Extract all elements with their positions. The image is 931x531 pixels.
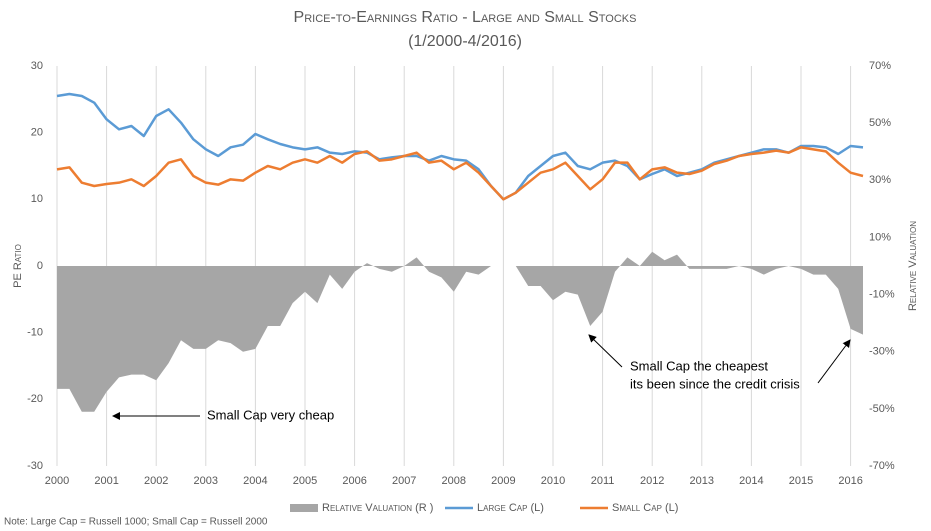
x-tick-label: 2010 <box>541 475 565 487</box>
x-tick-label: 2016 <box>838 475 862 487</box>
legend-label: Small Cap (L) <box>612 502 678 514</box>
x-tick-label: 2006 <box>342 475 366 487</box>
line <box>56 146 864 201</box>
y2-tick-label: 70% <box>869 60 891 72</box>
y2-tick-label: 50% <box>869 117 891 129</box>
annotation: Small Cap the cheapest <box>630 358 768 373</box>
annotation: its been since the credit crisis <box>630 376 800 391</box>
x-tick-label: 2007 <box>392 475 416 487</box>
x-tick-label: 2011 <box>591 475 615 487</box>
area <box>57 251 863 412</box>
legend-label: Relative Valuation (R ) <box>322 502 433 514</box>
x-tick-label: 2001 <box>94 475 118 487</box>
x-tick-label: 2003 <box>194 475 218 487</box>
chart-subtitle: (1/2000-4/2016) <box>408 33 522 50</box>
x-tick-label: 2012 <box>640 475 664 487</box>
y2-tick-label: 10% <box>869 231 891 243</box>
y2-tick-label: -70% <box>869 460 895 472</box>
y-tick-label: -30 <box>27 460 43 472</box>
y-tick-label: 20 <box>31 127 43 139</box>
arrow <box>817 339 851 384</box>
line <box>56 92 864 201</box>
x-tick-label: 2014 <box>739 475 763 487</box>
legend-label: Large Cap (L) <box>477 502 544 514</box>
x-tick-label: 2004 <box>243 475 267 487</box>
arrow <box>588 334 623 368</box>
y-tick-label: 10 <box>31 193 43 205</box>
legend-swatch <box>290 504 318 512</box>
x-tick-label: 2015 <box>789 475 813 487</box>
y-tick-label: -10 <box>27 327 43 339</box>
x-tick-label: 2005 <box>293 475 317 487</box>
y2-axis-title: Relative Valuation <box>907 221 919 311</box>
note: Note: Large Cap = Russell 1000; Small Ca… <box>4 517 268 528</box>
y2-tick-label: -30% <box>869 346 895 358</box>
x-tick-label: 2000 <box>45 475 69 487</box>
x-tick-label: 2002 <box>144 475 168 487</box>
y-tick-label: 30 <box>31 60 43 72</box>
plot-area: 2000 2001 2002 2003 2004 2005 2006 2007 2008 2009… <box>27 60 895 487</box>
annotation: Small Cap very cheap <box>207 407 334 422</box>
y2-tick-label: -50% <box>869 403 895 415</box>
y-axis-title: PE Ratio <box>12 244 24 288</box>
chart-title: Price-to-Earnings Ratio - Large and Smal… <box>294 9 637 26</box>
y2-tick-label: 30% <box>869 174 891 186</box>
y-tick-label: 0 <box>37 260 43 272</box>
y2-tick-label: -10% <box>869 288 895 300</box>
x-tick-label: 2009 <box>491 475 515 487</box>
y-tick-label: -20 <box>27 393 43 405</box>
x-tick-label: 2013 <box>690 475 714 487</box>
x-tick-label: 2008 <box>442 475 466 487</box>
